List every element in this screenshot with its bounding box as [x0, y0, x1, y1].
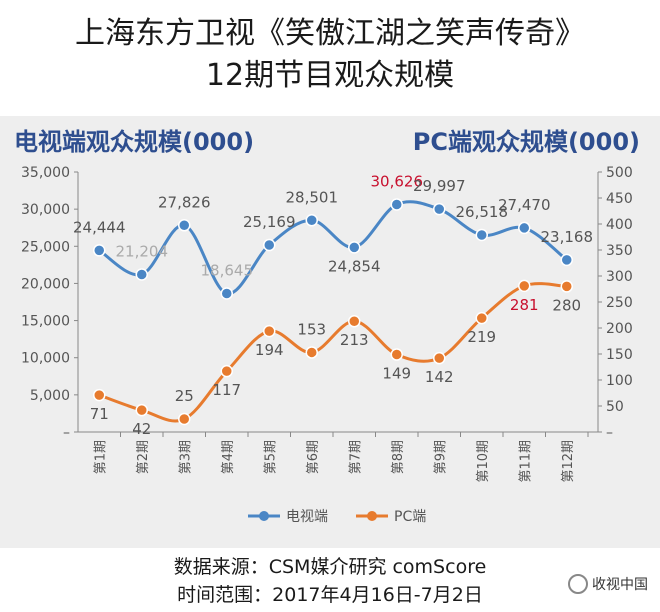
- data-source: 数据来源：CSM媒介研究 comScore: [173, 556, 487, 578]
- chart-title-line1: 上海东方卫视《笑傲江湖之笑声传奇》: [75, 16, 585, 51]
- pc-point: [93, 388, 106, 402]
- pc-data-label: 153: [297, 320, 326, 338]
- pc-data-label: 280: [552, 296, 581, 314]
- pc-point: [390, 348, 403, 361]
- tv-point: [348, 241, 361, 254]
- pc-data-label: 25: [175, 387, 194, 405]
- pc-data-label: 213: [340, 331, 369, 349]
- tv-data-label: 18,645: [201, 261, 254, 279]
- pc-data-label: 142: [425, 368, 454, 386]
- right-axis-title: PC端观众规模(000): [412, 128, 640, 156]
- right-tick-label: 200: [606, 321, 633, 337]
- legend-label-tv: 电视端: [286, 509, 328, 525]
- right-tick-label: –: [606, 425, 613, 441]
- x-tick-label: 第4期: [221, 440, 236, 474]
- left-tick-label: 15,000: [21, 314, 70, 330]
- pc-data-label: 219: [467, 328, 496, 346]
- x-tick-label: 第6期: [306, 440, 321, 474]
- right-tick-label: 300: [606, 269, 633, 285]
- right-tick-label: 50: [606, 399, 624, 415]
- series-line-pc: [98, 282, 567, 423]
- chart-title-line2: 12期节目观众规模: [205, 58, 455, 93]
- pc-point: [220, 364, 233, 378]
- left-tick-label: 35,000: [21, 165, 70, 181]
- left-axis-title: 电视端观众规模(000): [14, 128, 255, 156]
- tv-data-label: 27,470: [498, 196, 551, 214]
- chart-panel: [0, 116, 660, 548]
- pc-data-label: 117: [212, 381, 241, 399]
- left-tick-label: –: [63, 425, 70, 441]
- x-tick-label: 第1期: [93, 440, 108, 474]
- tv-data-label: 21,204: [116, 242, 169, 260]
- pc-point: [135, 403, 148, 417]
- pc-data-label: 71: [90, 405, 109, 423]
- right-tick-label: 150: [606, 347, 633, 363]
- pc-data-label: 42: [132, 420, 151, 438]
- watermark: 收视中国: [568, 574, 648, 594]
- x-tick-label: 第11期: [518, 440, 533, 483]
- x-tick-label: 第10期: [476, 440, 491, 483]
- left-tick-label: 10,000: [21, 351, 70, 367]
- right-tick-label: 450: [606, 191, 633, 207]
- tv-data-label: 27,826: [158, 193, 211, 211]
- left-tick-label: 30,000: [21, 202, 70, 218]
- right-tick-label: 250: [606, 295, 633, 311]
- time-range: 时间范围：2017年4月16日-7月2日: [177, 584, 483, 606]
- tv-data-label: 30,626: [371, 172, 424, 190]
- pc-point: [263, 324, 276, 338]
- right-tick-label: 500: [606, 165, 633, 181]
- x-tick-label: 第7期: [348, 440, 363, 474]
- pc-point: [178, 412, 191, 426]
- tv-point: [475, 228, 488, 242]
- tv-point: [135, 268, 148, 281]
- right-tick-label: 100: [606, 373, 633, 389]
- tv-point: [93, 244, 106, 257]
- left-tick-label: 25,000: [21, 239, 70, 255]
- pc-point: [348, 314, 361, 328]
- left-tick-label: 5,000: [30, 388, 70, 404]
- tv-data-label: 23,168: [541, 228, 594, 246]
- pc-data-label: 194: [255, 341, 284, 359]
- tv-point: [305, 214, 318, 227]
- tv-point: [263, 238, 276, 252]
- left-tick-label: 20,000: [21, 276, 70, 292]
- tv-point: [220, 287, 233, 300]
- x-tick-label: 第2期: [136, 440, 151, 474]
- pc-point: [475, 311, 488, 325]
- pc-data-label: 149: [382, 365, 411, 383]
- tv-point: [433, 202, 446, 216]
- tv-data-label: 24,444: [73, 218, 126, 236]
- x-tick-label: 第3期: [178, 440, 193, 474]
- legend-marker: [367, 511, 377, 521]
- tv-data-label: 28,501: [286, 188, 339, 206]
- pc-data-label: 281: [510, 296, 539, 314]
- tv-data-label: 26,518: [456, 203, 509, 221]
- tv-data-label: 25,169: [243, 213, 296, 231]
- tv-point: [518, 221, 531, 235]
- x-tick-label: 第8期: [391, 440, 406, 474]
- tv-point: [390, 198, 403, 211]
- legend-marker: [259, 511, 269, 521]
- legend-label-pc: PC端: [394, 509, 426, 525]
- tv-point: [178, 219, 191, 232]
- x-tick-label: 第12期: [561, 440, 576, 483]
- pc-point: [305, 346, 318, 359]
- pc-point: [560, 280, 573, 293]
- tv-data-label: 29,997: [413, 177, 466, 195]
- pc-point: [518, 279, 531, 293]
- wechat-logo-icon: [568, 574, 588, 594]
- right-tick-label: 350: [606, 243, 633, 259]
- pc-point: [433, 351, 446, 365]
- watermark-text: 收视中国: [592, 577, 648, 593]
- tv-data-label: 24,854: [328, 257, 381, 275]
- tv-point: [560, 253, 573, 267]
- x-tick-label: 第5期: [263, 440, 278, 474]
- x-tick-label: 第9期: [433, 440, 448, 474]
- right-tick-label: 400: [606, 217, 633, 233]
